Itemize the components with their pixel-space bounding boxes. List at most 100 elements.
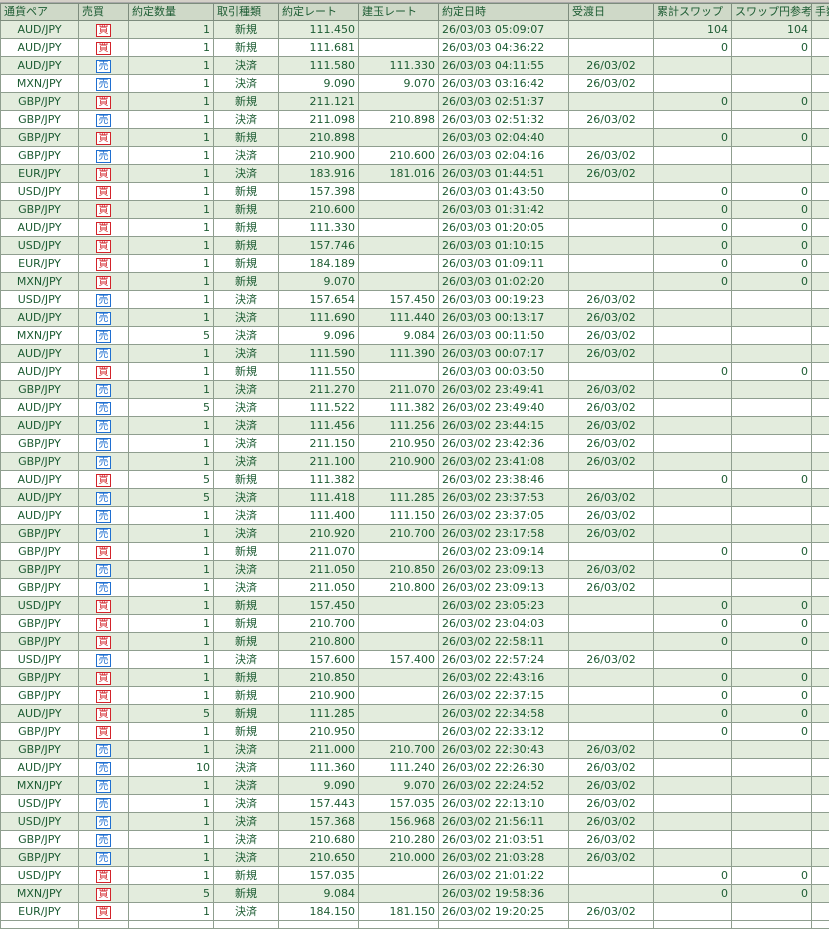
cell-settle: 26/03/02 xyxy=(569,489,654,507)
column-header-qty[interactable]: 約定数量 xyxy=(129,4,214,21)
cell-pair: GBP/JPY xyxy=(1,525,79,543)
column-header-swap[interactable]: 累計スワップ xyxy=(654,4,732,21)
table-row-partial[interactable] xyxy=(1,921,829,929)
cell-swapjpy xyxy=(732,831,812,849)
side-cell: 買 xyxy=(79,597,129,615)
column-header-fee[interactable]: 手数料 xyxy=(812,4,829,21)
cell-pos: 210.898 xyxy=(359,111,439,129)
cell-qty: 5 xyxy=(129,489,214,507)
cell-dt: 26/03/02 22:37:15 xyxy=(439,687,569,705)
cell-pos: 9.084 xyxy=(359,327,439,345)
column-header-side[interactable]: 売買 xyxy=(79,4,129,21)
cell-settle xyxy=(569,273,654,291)
cell-settle xyxy=(569,687,654,705)
cell-dt: 26/03/02 23:49:40 xyxy=(439,399,569,417)
cell-rate: 184.189 xyxy=(279,255,359,273)
side-cell: 買 xyxy=(79,669,129,687)
cell-kind: 決済 xyxy=(214,399,279,417)
cell-pair: USD/JPY xyxy=(1,813,79,831)
column-header-pair[interactable]: 通貨ペア xyxy=(1,4,79,21)
cell-settle: 26/03/02 xyxy=(569,849,654,867)
cell-swapjpy: 0 xyxy=(732,363,812,381)
cell-settle xyxy=(569,255,654,273)
cell-pos xyxy=(359,921,439,929)
cell-rate: 211.270 xyxy=(279,381,359,399)
cell-pos xyxy=(359,237,439,255)
cell-pos xyxy=(359,633,439,651)
sell-badge: 売 xyxy=(96,348,111,361)
cell-pos: 111.150 xyxy=(359,507,439,525)
column-header-rate[interactable]: 約定レート xyxy=(279,4,359,21)
cell-rate: 111.450 xyxy=(279,21,359,39)
sell-badge: 売 xyxy=(96,78,111,91)
cell-kind: 新規 xyxy=(214,201,279,219)
side-cell: 売 xyxy=(79,813,129,831)
column-header-pos[interactable]: 建玉レート xyxy=(359,4,439,21)
buy-badge: 買 xyxy=(96,618,111,631)
column-header-kind[interactable]: 取引種類 xyxy=(214,4,279,21)
cell-fee xyxy=(812,543,829,561)
side-cell: 売 xyxy=(79,507,129,525)
column-header-dt[interactable]: 約定日時 xyxy=(439,4,569,21)
cell-dt: 26/03/03 04:36:22 xyxy=(439,39,569,57)
column-header-settle[interactable]: 受渡日 xyxy=(569,4,654,21)
cell-swapjpy xyxy=(732,435,812,453)
cell-swapjpy xyxy=(732,849,812,867)
cell-rate: 111.360 xyxy=(279,759,359,777)
column-header-swapjpy[interactable]: スワップ円参考 xyxy=(732,4,812,21)
side-cell: 買 xyxy=(79,39,129,57)
cell-pair: EUR/JPY xyxy=(1,165,79,183)
side-cell: 売 xyxy=(79,57,129,75)
